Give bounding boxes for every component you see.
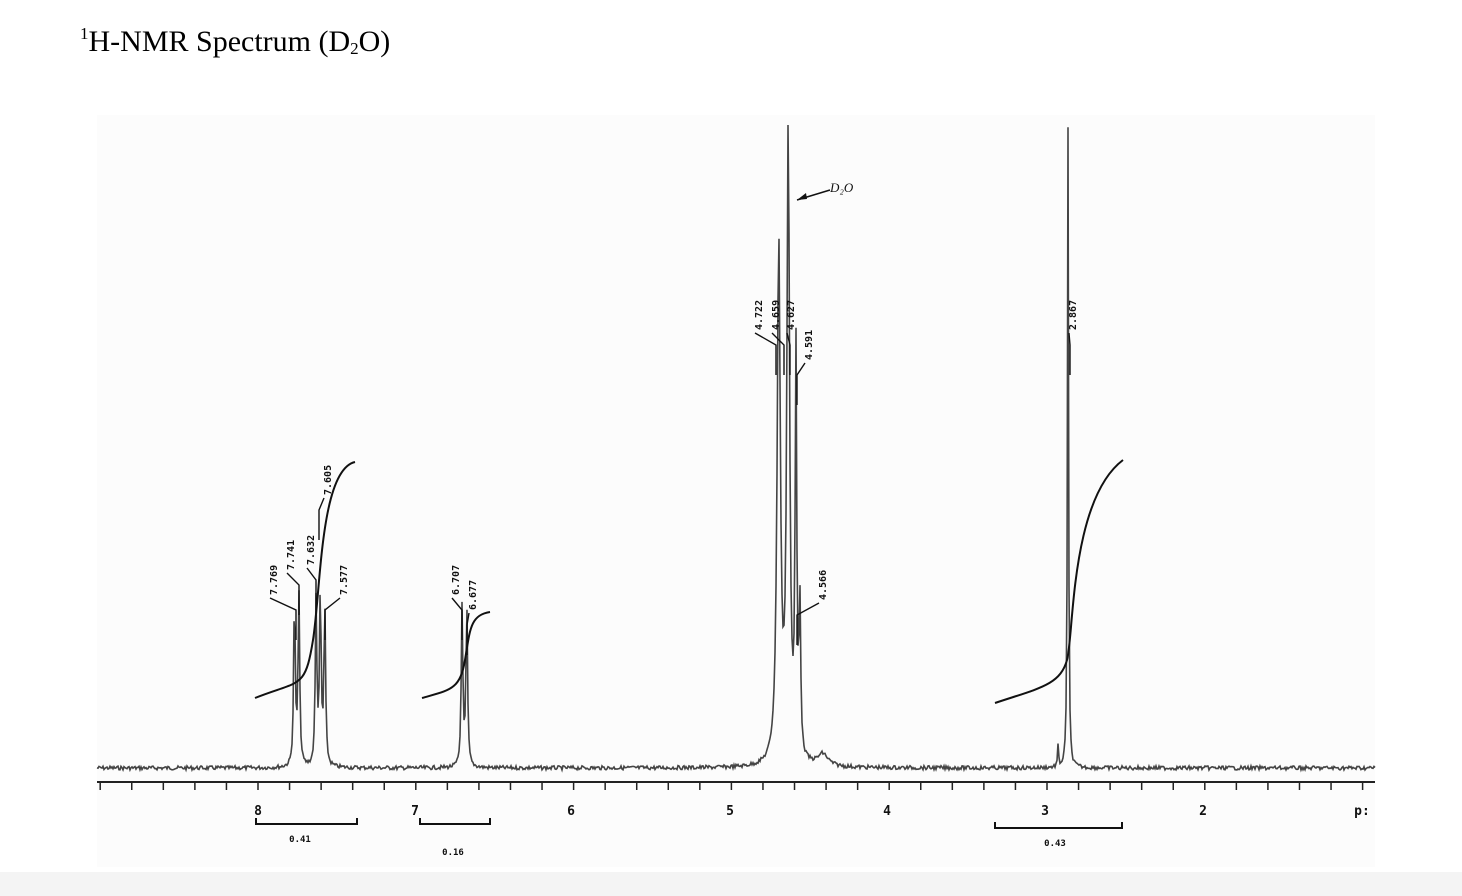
integration-bars [255,818,1123,829]
integral-label: 0.41 [289,835,311,845]
peak-leader [754,332,777,375]
title-text-end: O) [358,25,391,58]
title-text: H-NMR Spectrum (D [88,25,351,58]
title-superscript: 1 [80,24,89,43]
arrow-head [797,193,807,200]
axis-label: 2 [1199,804,1207,819]
peak-label: 4.659 [771,300,782,330]
peak-leader [451,597,463,640]
axis-label: 3 [1041,804,1049,819]
integration-bar [419,818,491,825]
peak-label: 4.591 [804,330,815,360]
title-subscript: 2 [350,39,359,58]
peak-label: 4.566 [818,570,829,600]
axis-label: 7 [411,804,419,819]
integration-bar [255,818,358,825]
page-title: 1H-NMR Spectrum (D2O) [80,24,390,59]
peak-leader [786,332,791,375]
peak-label: 4.627 [786,300,797,330]
peak-label: 2.867 [1068,300,1079,330]
peak-leader [286,572,300,615]
integral-curves [254,459,1124,704]
peak-leader [466,612,470,655]
peak-label: 7.605 [323,465,334,495]
axis-label: 4 [883,804,891,819]
peak-label: 7.741 [286,540,297,570]
integral-curve [254,461,356,699]
peak-label: 7.577 [339,565,350,595]
integral-label: 0.43 [1044,839,1066,849]
peak-label: 6.677 [468,580,479,610]
spectrum-trace [96,124,1376,773]
page-footer-band [0,872,1462,896]
peak-leader [796,362,806,405]
integral-curve [994,459,1124,704]
integration-bar [994,822,1123,829]
peak-label: 6.707 [451,565,462,595]
peak-leader [324,597,341,640]
axis-label: 5 [726,804,734,819]
peak-leader [1068,332,1071,375]
peak-label: 7.632 [306,535,317,565]
axis-label: 8 [254,804,262,819]
scan-background [97,115,1375,867]
peak-label: 7.769 [269,565,280,595]
integral-label: 0.16 [442,848,464,858]
peak-leader [318,497,325,540]
axis-label: 6 [567,804,575,819]
annotation: D₂O [829,180,854,195]
axis-label: p: [1354,804,1370,819]
peak-leader [269,597,297,640]
integral-curve [421,611,491,699]
peak-leader [771,332,785,375]
peak-leader [306,567,317,610]
peak-label: 4.722 [754,300,765,330]
peak-leader [796,602,820,645]
